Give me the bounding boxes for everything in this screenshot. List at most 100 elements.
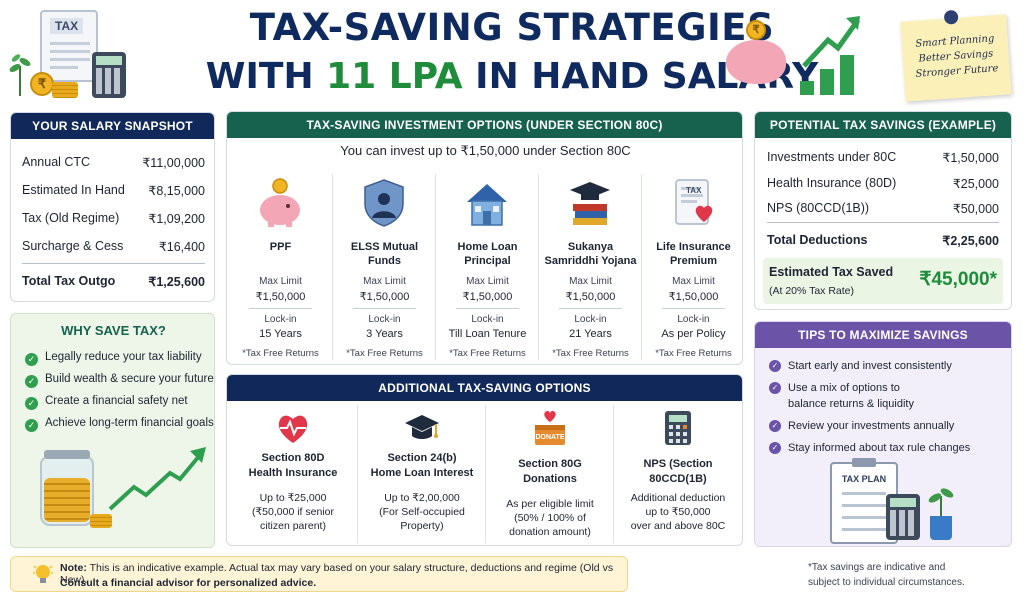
option-name: Section 80D Health Insurance: [231, 451, 355, 481]
pin-icon: [943, 9, 959, 25]
check-icon: ✓: [25, 397, 38, 410]
salary-snapshot-heading: YOUR SALARY SNAPSHOT: [11, 113, 214, 139]
tip-item: ✓ Use a mix of options to balance returns…: [769, 380, 929, 412]
check-icon: ✓: [769, 360, 781, 372]
note-text: This is an indicative example. Actual ta…: [60, 562, 614, 586]
max-limit-value: ₹1,50,000: [255, 291, 306, 303]
jar-lid-icon: [44, 450, 90, 459]
option-name-line: Section 80G: [518, 458, 582, 470]
row-label: Estimated In Hand: [22, 183, 125, 197]
lock-in-value: Till Loan Tenure: [448, 328, 527, 340]
donate-label: DONATE: [535, 434, 565, 441]
option-24b: Section 24(b) Home Loan Interest Up to ₹2…: [357, 405, 485, 543]
growth-arrow-icon: [802, 16, 861, 68]
rupee-coin-icon: ₹: [746, 20, 766, 40]
option-home-loan-principal: Home Loan Principal Max Limit ₹1,50,000 …: [435, 174, 538, 360]
growth-bar-icon: [800, 81, 814, 95]
savings-row: Health Insurance (80D) ₹25,000: [767, 176, 999, 191]
title-prefix: WITH: [205, 56, 327, 97]
option-name-line: NPS (Section 80CCD(1B): [643, 458, 713, 485]
option-ppf: PPF Max Limit ₹1,50,000 Lock-in 15 Years…: [229, 174, 332, 360]
max-limit-label: Max Limit: [672, 276, 715, 287]
potential-savings-heading: POTENTIAL TAX SAVINGS (EXAMPLE): [755, 112, 1011, 138]
option-80d: Section 80D Health Insurance Up to ₹25,00…: [229, 405, 357, 543]
lock-in-label: Lock-in: [677, 314, 710, 325]
salary-snapshot-card: YOUR SALARY SNAPSHOT Annual CTC ₹11,00,00…: [10, 112, 215, 302]
growth-bar-icon: [840, 55, 854, 95]
plant-icon: [9, 54, 31, 96]
row-label: Total Deductions: [767, 233, 868, 247]
option-name: Section 24(b) Home Loan Interest: [360, 451, 484, 481]
max-limit-label: Max Limit: [569, 276, 612, 287]
lock-in-value: 21 Years: [569, 328, 612, 340]
piggy-bank-icon: [726, 40, 786, 84]
check-icon: ✓: [769, 442, 781, 454]
option-name-line: Health Insurance: [248, 467, 338, 479]
lock-in-label: Lock-in: [368, 314, 401, 325]
additional-options-heading: ADDITIONAL TAX-SAVING OPTIONS: [227, 375, 742, 401]
why-save-heading: WHY SAVE TAX?: [61, 323, 166, 338]
row-value: ₹8,15,000: [148, 184, 205, 198]
option-name: Life Insurance Premium: [656, 241, 731, 267]
section-80c-heading: TAX-SAVING INVESTMENT OPTIONS (UNDER SEC…: [227, 112, 742, 138]
check-icon: ✓: [769, 382, 781, 394]
desc-line: (For Self-occupied: [379, 506, 465, 518]
jar-coins-icon: [44, 478, 90, 522]
tip-item: ✓ Review your investments annually: [769, 418, 1005, 434]
desc-line: (50% / 100% of: [514, 512, 586, 524]
divider: [22, 263, 205, 264]
max-limit-label: Max Limit: [259, 276, 302, 287]
check-icon: ✓: [25, 419, 38, 432]
option-name-line: Donations: [523, 473, 577, 485]
graduation-books-icon: [570, 182, 610, 225]
tips-heading: TIPS TO MAXIMIZE SAVINGS: [755, 322, 1011, 348]
option-name: Sukanya Samriddhi Yojana: [544, 241, 637, 267]
savings-row: NPS (80CCD(1B)) ₹50,000: [767, 201, 999, 216]
why-item: ✓ Achieve long-term financial goals: [25, 417, 214, 432]
row-value: ₹1,25,600: [148, 275, 205, 289]
check-icon: ✓: [25, 353, 38, 366]
tax-free-note: *Tax Free Returns: [655, 348, 732, 359]
desc-line: (₹50,000 if senior: [252, 506, 334, 518]
clipboard-label: TAX PLAN: [841, 474, 887, 484]
coin-stack-icon: [52, 82, 78, 98]
tip-item: ✓ Stay informed about tax rule changes: [769, 440, 1005, 456]
tip-text: Start early and invest consistently: [788, 360, 952, 372]
lock-in-label: Lock-in: [574, 314, 607, 325]
option-nps: NPS (Section 80CCD(1B) Additional deduct…: [613, 405, 741, 543]
why-item-text: Build wealth & secure your future: [45, 373, 214, 385]
snapshot-row: Estimated In Hand ₹8,15,000: [22, 183, 205, 198]
desc-line: up to ₹50,000: [645, 506, 711, 518]
max-limit-label: Max Limit: [466, 276, 509, 287]
disclaimer-line: *Tax savings are indicative and: [808, 562, 946, 573]
row-value: ₹25,000: [952, 177, 999, 191]
savings-total-row: Total Deductions ₹2,25,600: [767, 233, 999, 248]
lock-in-label: Lock-in: [264, 314, 297, 325]
row-label: Tax (Old Regime): [22, 211, 120, 225]
rupee-coin-icon: ₹: [30, 72, 54, 96]
why-item-text: Create a financial safety net: [45, 395, 188, 407]
option-name-line: Section 24(b): [387, 452, 457, 464]
lightbulb-icon: [33, 565, 53, 583]
tip-text: Use a mix of options to balance returns …: [788, 382, 914, 410]
plant-pot-icon: [930, 516, 952, 540]
max-limit-value: ₹1,50,000: [359, 291, 410, 303]
section-80c-subheading: You can invest up to ₹1,50,000 under Sec…: [340, 143, 631, 158]
row-label: Health Insurance (80D): [767, 176, 897, 190]
row-label: Total Tax Outgo: [22, 274, 116, 288]
option-life-insurance: TAX Life Insurance Premium Max Limit ₹1,…: [641, 174, 742, 360]
graduation-cap-icon: [405, 415, 439, 439]
snapshot-row: Tax (Old Regime) ₹1,09,200: [22, 211, 205, 226]
max-limit-value: ₹1,50,000: [668, 291, 719, 303]
desc-line: citizen parent): [260, 520, 326, 532]
option-name-line: Section 80D: [261, 452, 325, 464]
option-elss: ELSS Mutual Funds Max Limit ₹1,50,000 Lo…: [332, 174, 435, 360]
doc-icon-label: TAX: [686, 186, 702, 195]
page-title-line1: TAX-SAVING STRATEGIES: [249, 6, 775, 49]
option-name: NPS (Section 80CCD(1B): [616, 457, 740, 487]
option-name: Home Loan Principal: [457, 241, 518, 267]
piggy-bank-icon: [260, 178, 300, 227]
page-title-line2: WITH 11 LPA IN HAND SALARY: [0, 56, 1024, 97]
estimated-value: ₹45,000*: [919, 269, 997, 290]
additional-options-card: ADDITIONAL TAX-SAVING OPTIONS Section 80…: [226, 374, 743, 546]
